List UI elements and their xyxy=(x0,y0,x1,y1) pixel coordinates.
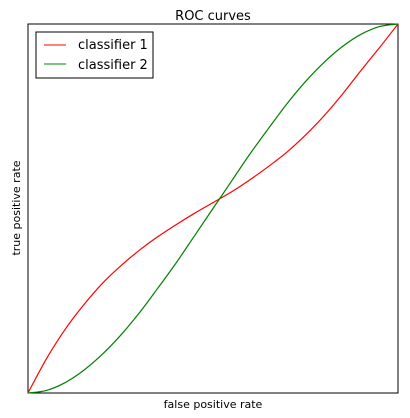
chart-title: ROC curves xyxy=(175,9,251,24)
series-line-classifier-1 xyxy=(27,23,399,394)
y-axis-label: true positive rate xyxy=(10,160,23,255)
legend-label-classifier-2: classifier 2 xyxy=(78,58,148,73)
legend: classifier 1 classifier 2 xyxy=(35,31,154,79)
x-axis-label: false positive rate xyxy=(164,398,263,411)
legend-label-classifier-1: classifier 1 xyxy=(78,38,148,53)
legend-box xyxy=(35,31,154,79)
series-layer xyxy=(27,23,399,394)
plot-area xyxy=(27,23,399,394)
series-line-classifier-2 xyxy=(27,23,399,394)
